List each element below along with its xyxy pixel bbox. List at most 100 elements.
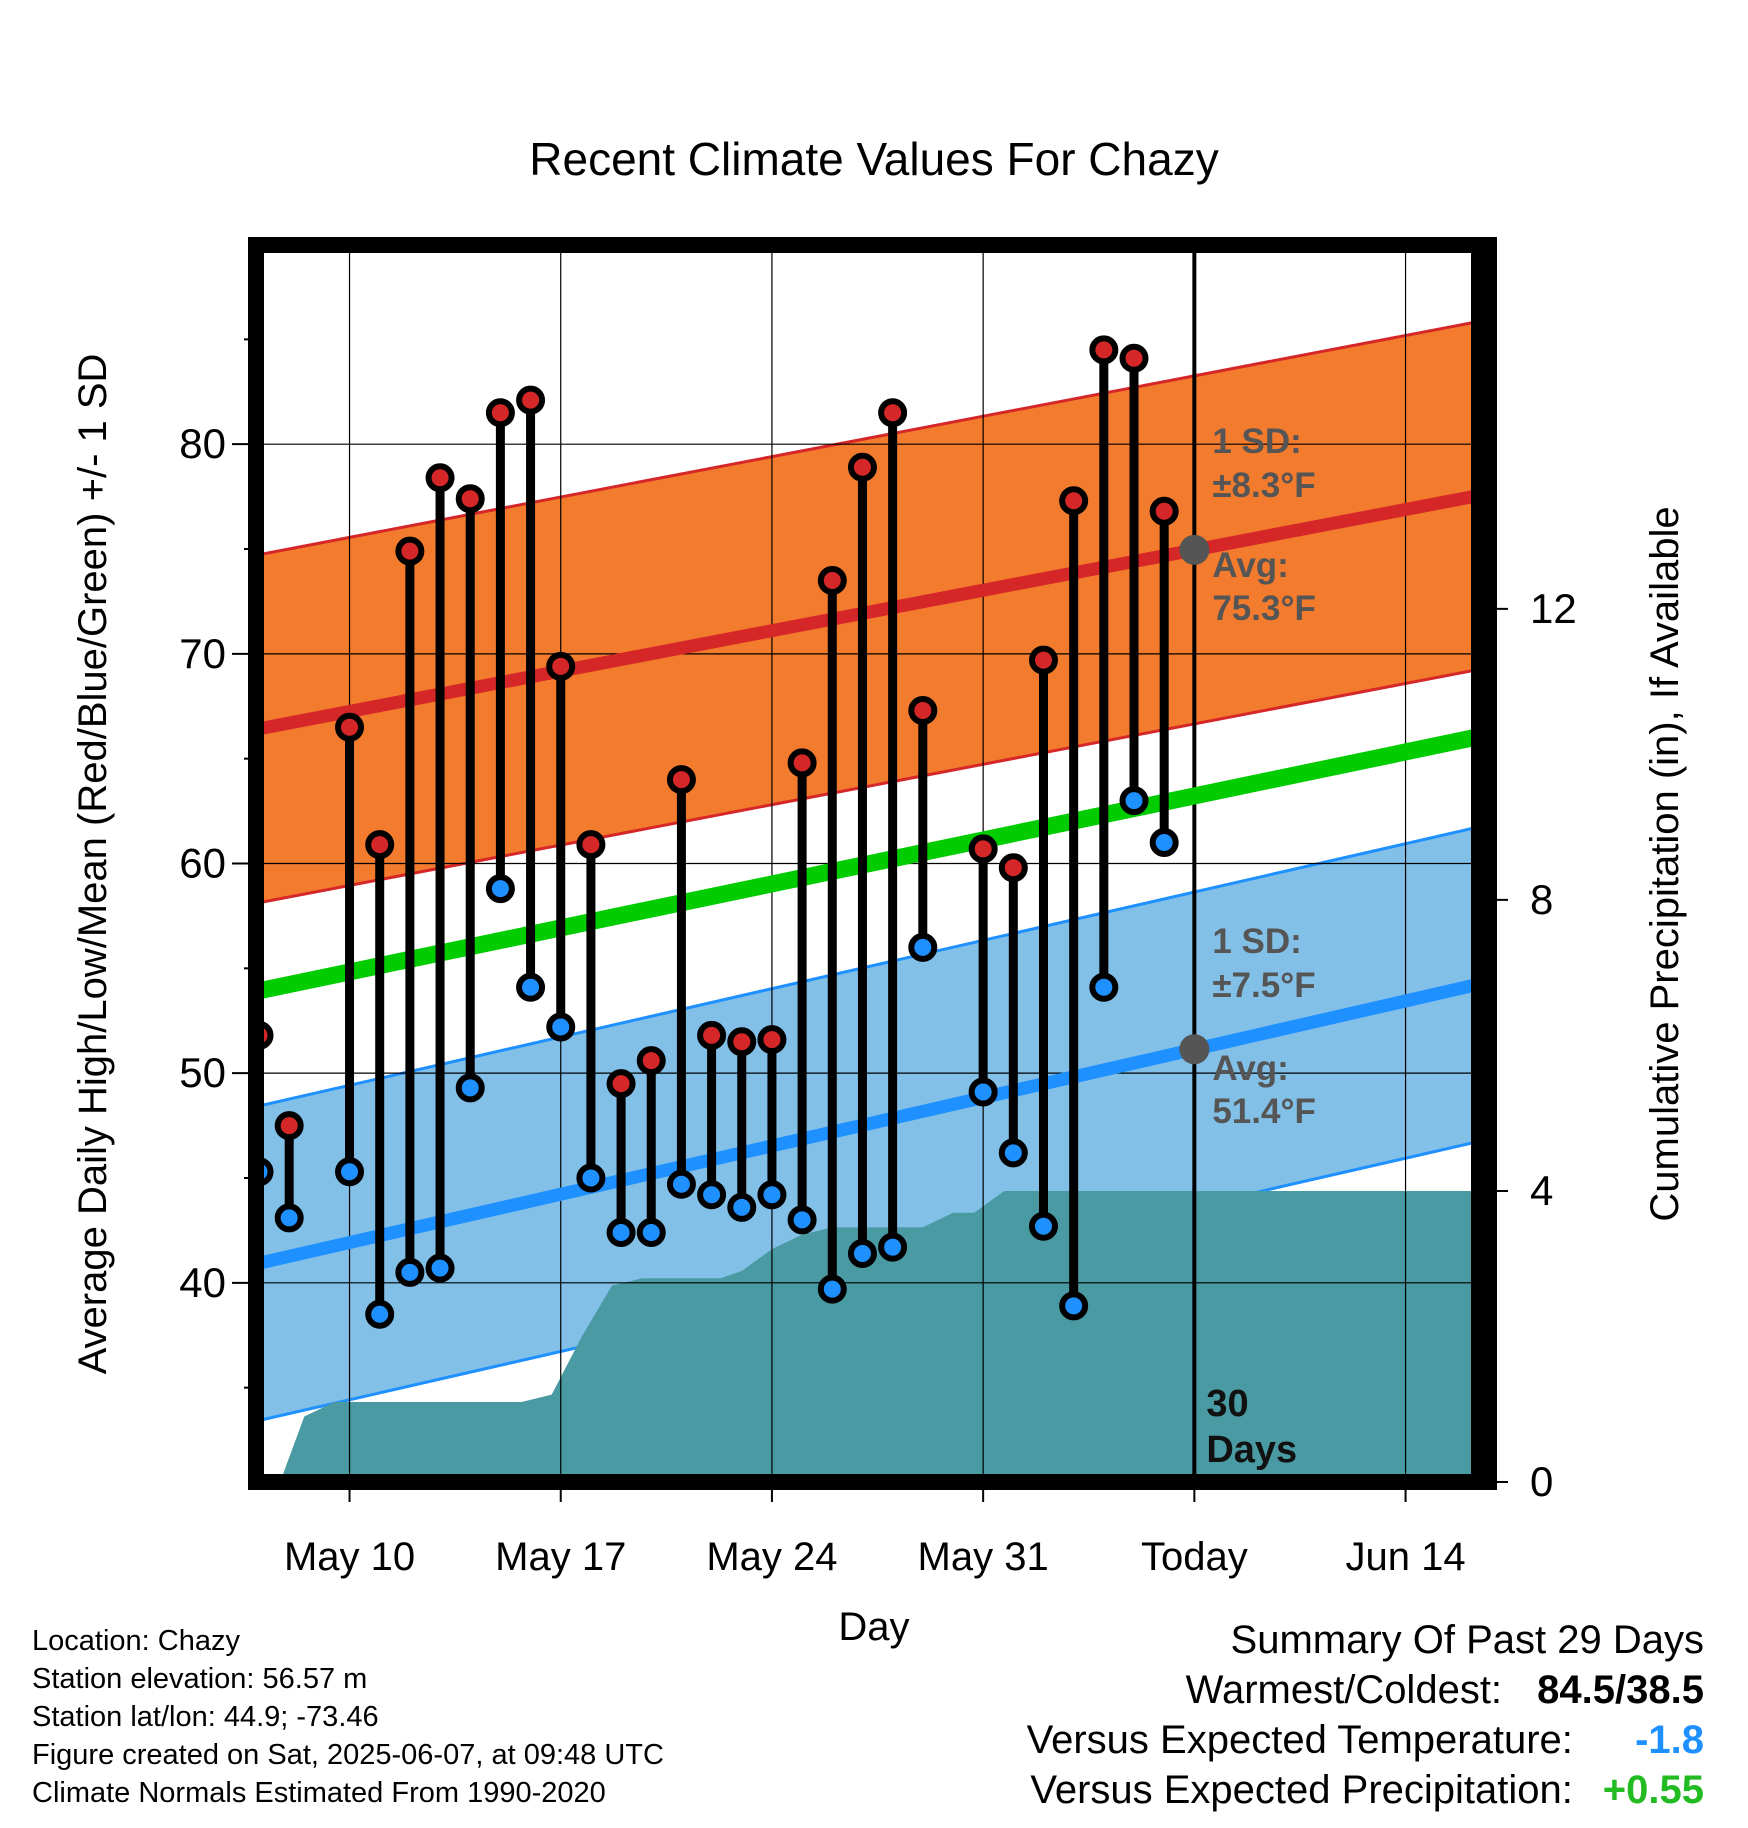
precip-label: Versus Expected Precipitation:: [1030, 1768, 1573, 1812]
high-temp-point: [697, 1020, 727, 1050]
high-temp-point: [727, 1027, 757, 1057]
y-right-tick-label: 4: [1530, 1167, 1553, 1214]
low-temp-point: [697, 1180, 727, 1210]
low-temp-point: [335, 1157, 365, 1187]
precip-value: +0.55: [1602, 1768, 1704, 1812]
warm-cold-label: Warmest/Coldest:: [1185, 1668, 1503, 1712]
warm-cold-value: 84.5/38.5: [1537, 1668, 1704, 1712]
low-temp-point: [727, 1192, 757, 1222]
low-sd-label: 1 SD:: [1212, 922, 1301, 961]
high-temp-point: [395, 536, 425, 566]
latlon-text: Station lat/lon: 44.9; -73.46: [32, 1701, 379, 1733]
low-temp-point: [757, 1180, 787, 1210]
high-temp-point: [757, 1025, 787, 1055]
high-temp-point: [1119, 343, 1149, 373]
high-temp-point: [335, 712, 365, 742]
low-temp-point: [666, 1169, 696, 1199]
low-temp-point: [516, 972, 546, 1002]
high-avg-label: Avg:: [1212, 546, 1288, 585]
low-temp-point: [576, 1163, 606, 1193]
high-temp-point: [847, 452, 877, 482]
summary-panel: Summary Of Past 29 Days Warmest/Coldest:…: [1027, 1615, 1704, 1815]
high-avg-value: 75.3°F: [1212, 589, 1316, 628]
x-tick-label: May 10: [284, 1535, 415, 1579]
normals-text: Climate Normals Estimated From 1990-2020: [32, 1777, 606, 1809]
high-temp-point: [1028, 645, 1058, 675]
high-temp-point: [998, 853, 1028, 883]
high-temp-point: [1149, 496, 1179, 526]
elevation-text: Station elevation: 56.57 m: [32, 1663, 368, 1695]
high-sd-value: ±8.3°F: [1212, 466, 1315, 505]
high-temp-point: [1089, 335, 1119, 365]
summary-precip: Versus Expected Precipitation: +0.55: [1027, 1765, 1704, 1815]
high-temp-point: [606, 1069, 636, 1099]
high-temp-point: [485, 398, 515, 428]
low-temp-point: [847, 1238, 877, 1268]
high-temp-point: [666, 765, 696, 795]
x-tick-label: May 31: [918, 1535, 1049, 1579]
today-low-avg-marker: [1179, 1034, 1210, 1065]
high-band-upper-edge: [256, 319, 1484, 557]
y-left-tick-label: 60: [179, 840, 226, 887]
high-temp-point: [968, 834, 998, 864]
high-sd-label: 1 SD:: [1212, 422, 1301, 461]
high-temp-point: [1059, 486, 1089, 516]
low-temp-point: [1059, 1291, 1089, 1321]
low-temp-point: [787, 1205, 817, 1235]
low-band-upper-edge: [256, 824, 1484, 1109]
high-temp-point: [274, 1111, 304, 1141]
x-tick-label: May 24: [706, 1535, 837, 1579]
low-temp-point: [274, 1203, 304, 1233]
created-text: Figure created on Sat, 2025-06-07, at 09…: [32, 1739, 664, 1771]
y-left-tick-label: 50: [179, 1049, 226, 1096]
normal-mean-line: [256, 727, 1484, 1000]
high-temp-point: [878, 398, 908, 428]
high-temp-point: [576, 830, 606, 860]
low-temp-point: [485, 874, 515, 904]
high-temp-point: [787, 748, 817, 778]
low-temp-point: [968, 1077, 998, 1107]
x-axis-label: Day: [838, 1605, 909, 1649]
chart-title: Recent Climate Values For Chazy: [529, 133, 1218, 185]
normal-high-line: [256, 488, 1484, 736]
low-temp-point: [908, 932, 938, 962]
low-temp-point: [546, 1012, 576, 1042]
summary-temp: Versus Expected Temperature: -1.8: [1027, 1715, 1704, 1765]
high-temp-point: [516, 385, 546, 415]
y-right-tick-label: 8: [1530, 876, 1553, 923]
low-avg-label: Avg:: [1212, 1049, 1288, 1088]
high-temp-point: [636, 1046, 666, 1076]
x-tick-label: Jun 14: [1345, 1535, 1465, 1579]
high-temp-point: [425, 463, 455, 493]
y-right-tick-label: 0: [1530, 1458, 1553, 1505]
y-right-tick-label: 12: [1530, 585, 1577, 632]
days-count-word: Days: [1206, 1429, 1297, 1471]
plot-area: [256, 245, 1484, 1482]
y-left-tick-label: 40: [179, 1259, 226, 1306]
days-count-number: 30: [1206, 1383, 1248, 1425]
y-left-tick-label: 80: [179, 420, 226, 467]
low-temp-point: [998, 1138, 1028, 1168]
low-temp-point: [425, 1253, 455, 1283]
low-temp-point: [817, 1274, 847, 1304]
low-sd-value: ±7.5°F: [1212, 966, 1315, 1005]
low-temp-point: [1028, 1211, 1058, 1241]
y-axis-label-left: Average Daily High/Low/Mean (Red/Blue/Gr…: [71, 354, 115, 1375]
location-text: Location: Chazy: [32, 1625, 240, 1657]
low-temp-point: [606, 1218, 636, 1248]
low-temp-point: [1149, 828, 1179, 858]
x-tick-label: Today: [1141, 1535, 1248, 1579]
summary-title: Summary Of Past 29 Days: [1230, 1618, 1704, 1662]
normal-low-line: [256, 976, 1484, 1271]
low-temp-point: [636, 1218, 666, 1248]
temp-label: Versus Expected Temperature:: [1026, 1718, 1573, 1762]
high-temp-point: [546, 651, 576, 681]
today-high-avg-marker: [1179, 534, 1210, 565]
precip-area: [280, 1190, 1481, 1482]
y-left-tick-label: 70: [179, 630, 226, 677]
low-temp-point: [395, 1257, 425, 1287]
high-temp-point: [817, 565, 847, 595]
station-info: Location: Chazy Station elevation: 56.57…: [32, 1622, 664, 1812]
high-temp-point: [455, 484, 485, 514]
